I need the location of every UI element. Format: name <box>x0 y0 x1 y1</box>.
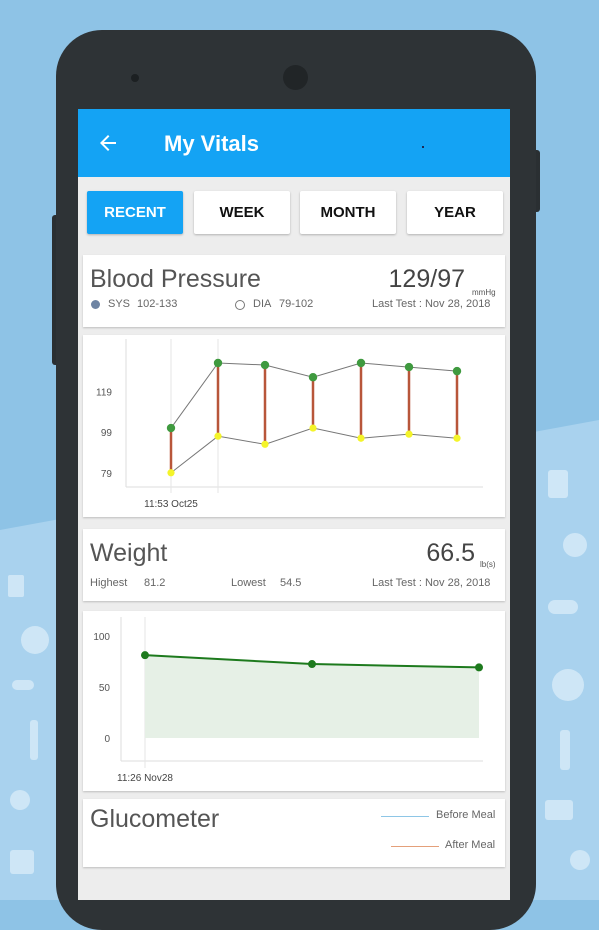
y-tick-label: 119 <box>96 387 112 398</box>
sys-point <box>213 358 223 368</box>
dia-point <box>357 434 365 442</box>
dia-label: DIA <box>253 298 272 310</box>
weight-unit: lb(s) <box>480 560 496 569</box>
sys-point <box>260 360 270 370</box>
weight-value: 66.5 <box>426 539 475 567</box>
sys-range: 102-133 <box>137 298 178 310</box>
dia-point <box>309 424 317 432</box>
blood-pressure-title: Blood Pressure <box>90 265 261 293</box>
blood-pressure-chart: 79 99 119 11:53 Oct25 <box>96 339 483 510</box>
sys-point <box>308 373 318 382</box>
power-button <box>532 150 540 212</box>
weight-chart-card: 0 50 100 11:26 Nov28 <box>83 611 505 791</box>
tab-year[interactable]: YEAR <box>407 191 503 234</box>
tab-month[interactable]: MONTH <box>300 191 396 234</box>
proximity-sensor <box>131 74 139 82</box>
tab-week[interactable]: WEEK <box>194 191 290 234</box>
lowest-label: Lowest <box>231 577 266 589</box>
weight-title: Weight <box>90 539 168 567</box>
dia-range: 79-102 <box>279 298 314 310</box>
dia-point <box>167 469 175 477</box>
sys-point <box>166 423 176 433</box>
y-tick-label: 99 <box>101 428 113 439</box>
blood-pressure-value: 129/97 <box>388 265 465 293</box>
y-tick-label: 100 <box>93 632 110 643</box>
dia-point <box>453 434 461 442</box>
before-meal-legend-line <box>381 816 429 817</box>
sys-point <box>452 366 462 376</box>
blood-pressure-last-test: Last Test : Nov 28, 2018 <box>372 298 491 310</box>
y-tick-label: 79 <box>101 469 113 480</box>
sys-label: SYS <box>108 298 131 310</box>
dia-point <box>405 430 413 438</box>
dia-point <box>261 440 269 448</box>
weight-area <box>145 655 479 738</box>
weight-last-test: Last Test : Nov 28, 2018 <box>372 577 491 589</box>
sys-point <box>404 362 414 372</box>
blood-pressure-chart-card: 79 99 119 11:53 Oct25 <box>83 335 505 517</box>
weight-chart: 0 50 100 11:26 Nov28 <box>93 617 483 784</box>
glucometer-title: Glucometer <box>90 805 220 833</box>
dia-point <box>214 432 222 440</box>
x-tick-label: 11:26 Nov28 <box>117 773 173 784</box>
weight-point <box>475 663 483 672</box>
back-arrow-icon[interactable] <box>96 131 120 155</box>
dia-series-line <box>170 427 458 474</box>
front-camera <box>283 65 308 90</box>
before-meal-label: Before Meal <box>436 809 496 821</box>
weight-card[interactable]: Weight 66.5 lb(s) Highest 81.2 Lowest 54… <box>83 529 505 601</box>
weight-point <box>308 660 316 669</box>
sys-point <box>356 358 366 368</box>
sys-legend-icon <box>91 300 100 309</box>
status-dot <box>422 146 424 148</box>
tab-recent[interactable]: RECENT <box>87 191 183 234</box>
y-tick-label: 50 <box>99 683 111 694</box>
app-bar: My Vitals <box>78 109 510 177</box>
blood-pressure-card[interactable]: Blood Pressure 129/97 mmHg SYS 102-133 D… <box>83 255 505 327</box>
after-meal-legend-line <box>391 846 439 847</box>
dia-legend-icon <box>235 300 245 310</box>
page-title: My Vitals <box>164 131 259 156</box>
weight-point <box>141 651 149 660</box>
blood-pressure-unit: mmHg <box>472 288 496 297</box>
highest-label: Highest <box>90 577 128 589</box>
x-tick-label: 11:53 Oct25 <box>144 499 198 510</box>
y-tick-label: 0 <box>104 734 110 745</box>
app-screen: My Vitals RECENT WEEK MONTH YEAR Blood P… <box>78 109 510 900</box>
highest-value: 81.2 <box>144 577 166 589</box>
glucometer-card[interactable]: Glucometer Before Meal After Meal <box>83 799 505 867</box>
after-meal-label: After Meal <box>445 839 496 851</box>
lowest-value: 54.5 <box>280 577 302 589</box>
